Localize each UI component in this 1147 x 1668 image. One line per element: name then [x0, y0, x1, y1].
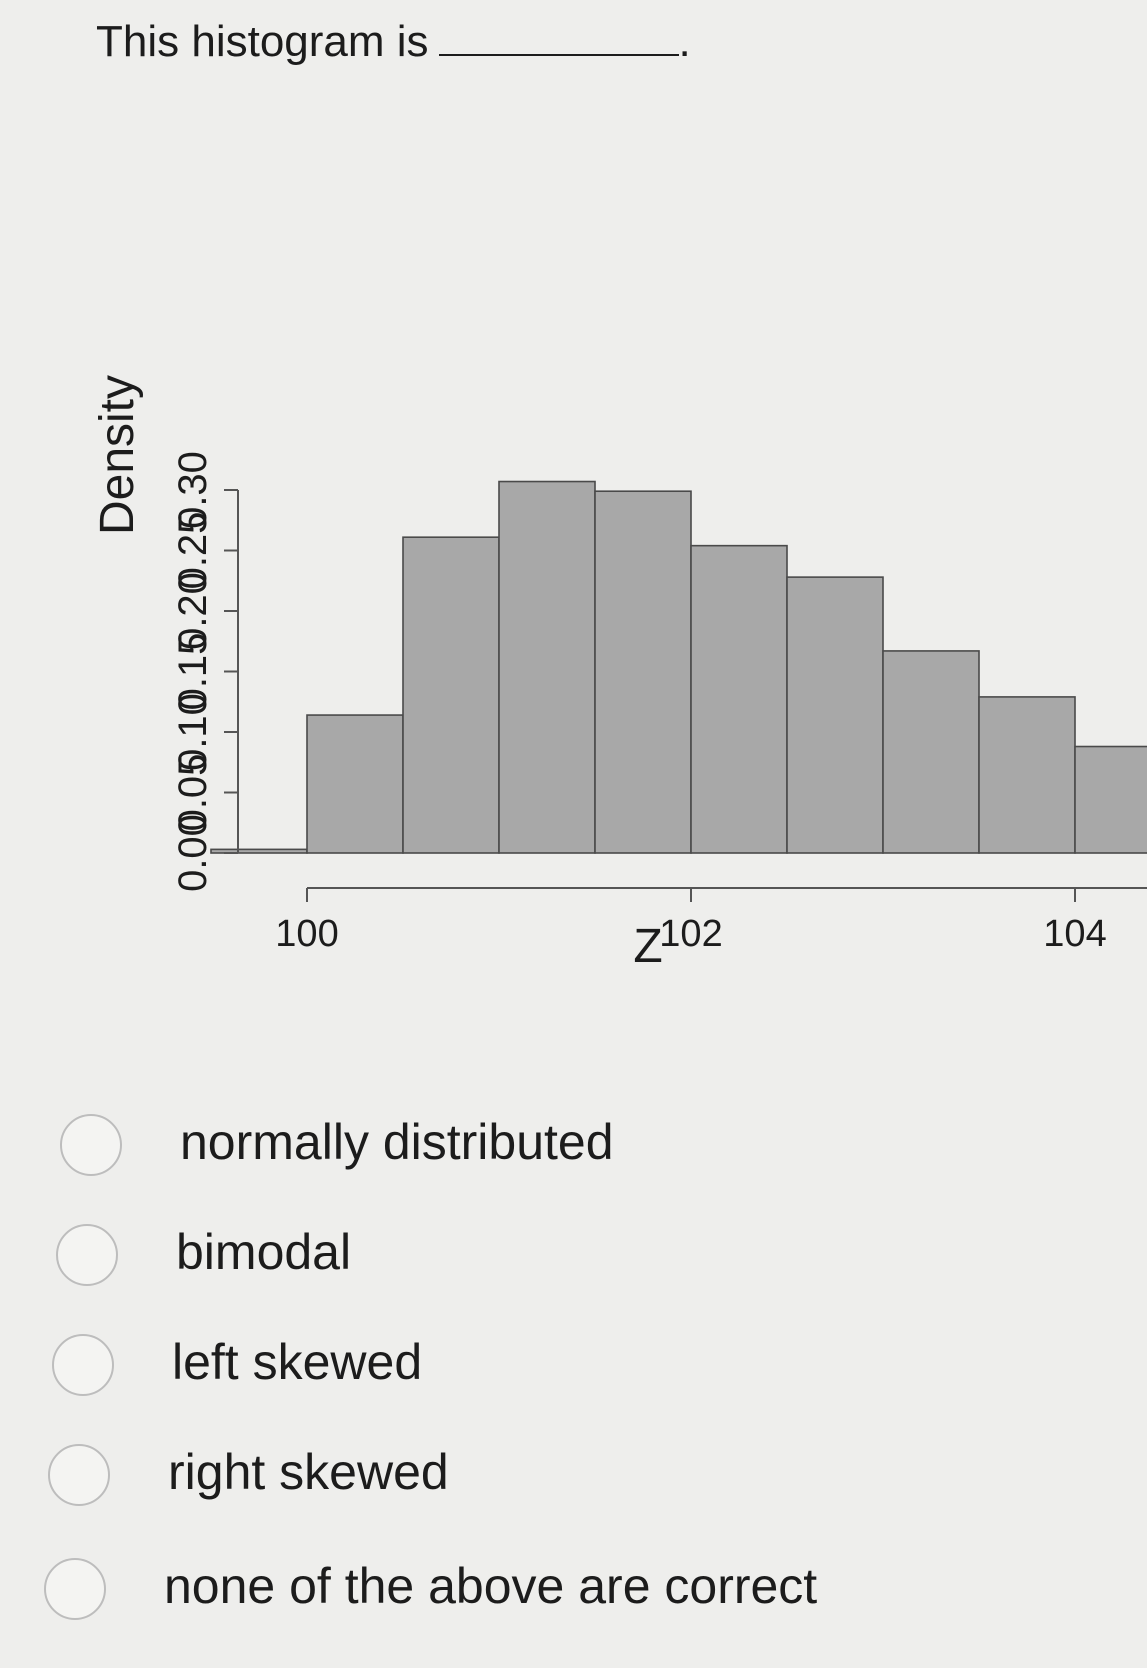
radio-right-skewed[interactable]	[48, 1444, 110, 1506]
option-label: normally distributed	[180, 1114, 614, 1170]
histogram-bar	[690, 544, 788, 854]
question-prompt: This histogram is.	[96, 14, 691, 70]
radio-none-of-the-above[interactable]	[44, 1558, 106, 1620]
x-axis: 100102104106108	[275, 887, 1147, 955]
question-suffix: .	[678, 17, 691, 66]
option-left-skewed[interactable]: left skewed	[52, 1328, 752, 1408]
option-label: none of the above are correct	[164, 1558, 818, 1614]
y-axis-label: Density	[91, 375, 144, 535]
question-text: This histogram is	[96, 17, 429, 66]
y-tick-label: 0.30	[171, 451, 215, 529]
option-bimodal[interactable]: bimodal	[56, 1218, 756, 1298]
y-tick-label: 0.15	[171, 633, 215, 711]
x-axis-label: Z	[633, 920, 662, 973]
option-none-of-the-above[interactable]: none of the above are correct	[44, 1552, 944, 1632]
histogram-bar	[978, 696, 1076, 854]
histogram-bar	[882, 650, 980, 854]
option-label: right skewed	[168, 1444, 449, 1500]
x-tick-label: 104	[1043, 913, 1106, 955]
y-tick-label: 0.00	[171, 814, 215, 892]
histogram-bar	[498, 480, 596, 854]
x-tick-label: 102	[659, 913, 722, 955]
y-axis: 0.000.050.100.150.200.250.30	[171, 451, 239, 892]
y-tick-label: 0.10	[171, 693, 215, 771]
y-tick-label: 0.25	[171, 512, 215, 590]
option-right-skewed[interactable]: right skewed	[48, 1438, 748, 1518]
y-tick-label: 0.05	[171, 754, 215, 832]
histogram-bar	[1074, 745, 1147, 854]
x-tick-label: 100	[275, 913, 338, 955]
radio-bimodal[interactable]	[56, 1224, 118, 1286]
option-label: bimodal	[176, 1224, 352, 1280]
histogram-bar	[402, 536, 500, 854]
histogram-bar	[594, 490, 692, 854]
histogram-bar	[786, 576, 884, 854]
histogram-bars	[210, 480, 1147, 854]
radio-left-skewed[interactable]	[52, 1334, 114, 1396]
option-label: left skewed	[172, 1334, 423, 1390]
y-tick-label: 0.20	[171, 572, 215, 650]
histogram-bar	[306, 714, 404, 854]
radio-normally-distributed[interactable]	[60, 1114, 122, 1176]
histogram-chart: 0.000.050.100.150.200.250.30 10010210410…	[91, 375, 1147, 973]
option-normally-distributed[interactable]: normally distributed	[60, 1108, 760, 1188]
answer-blank	[438, 16, 679, 56]
